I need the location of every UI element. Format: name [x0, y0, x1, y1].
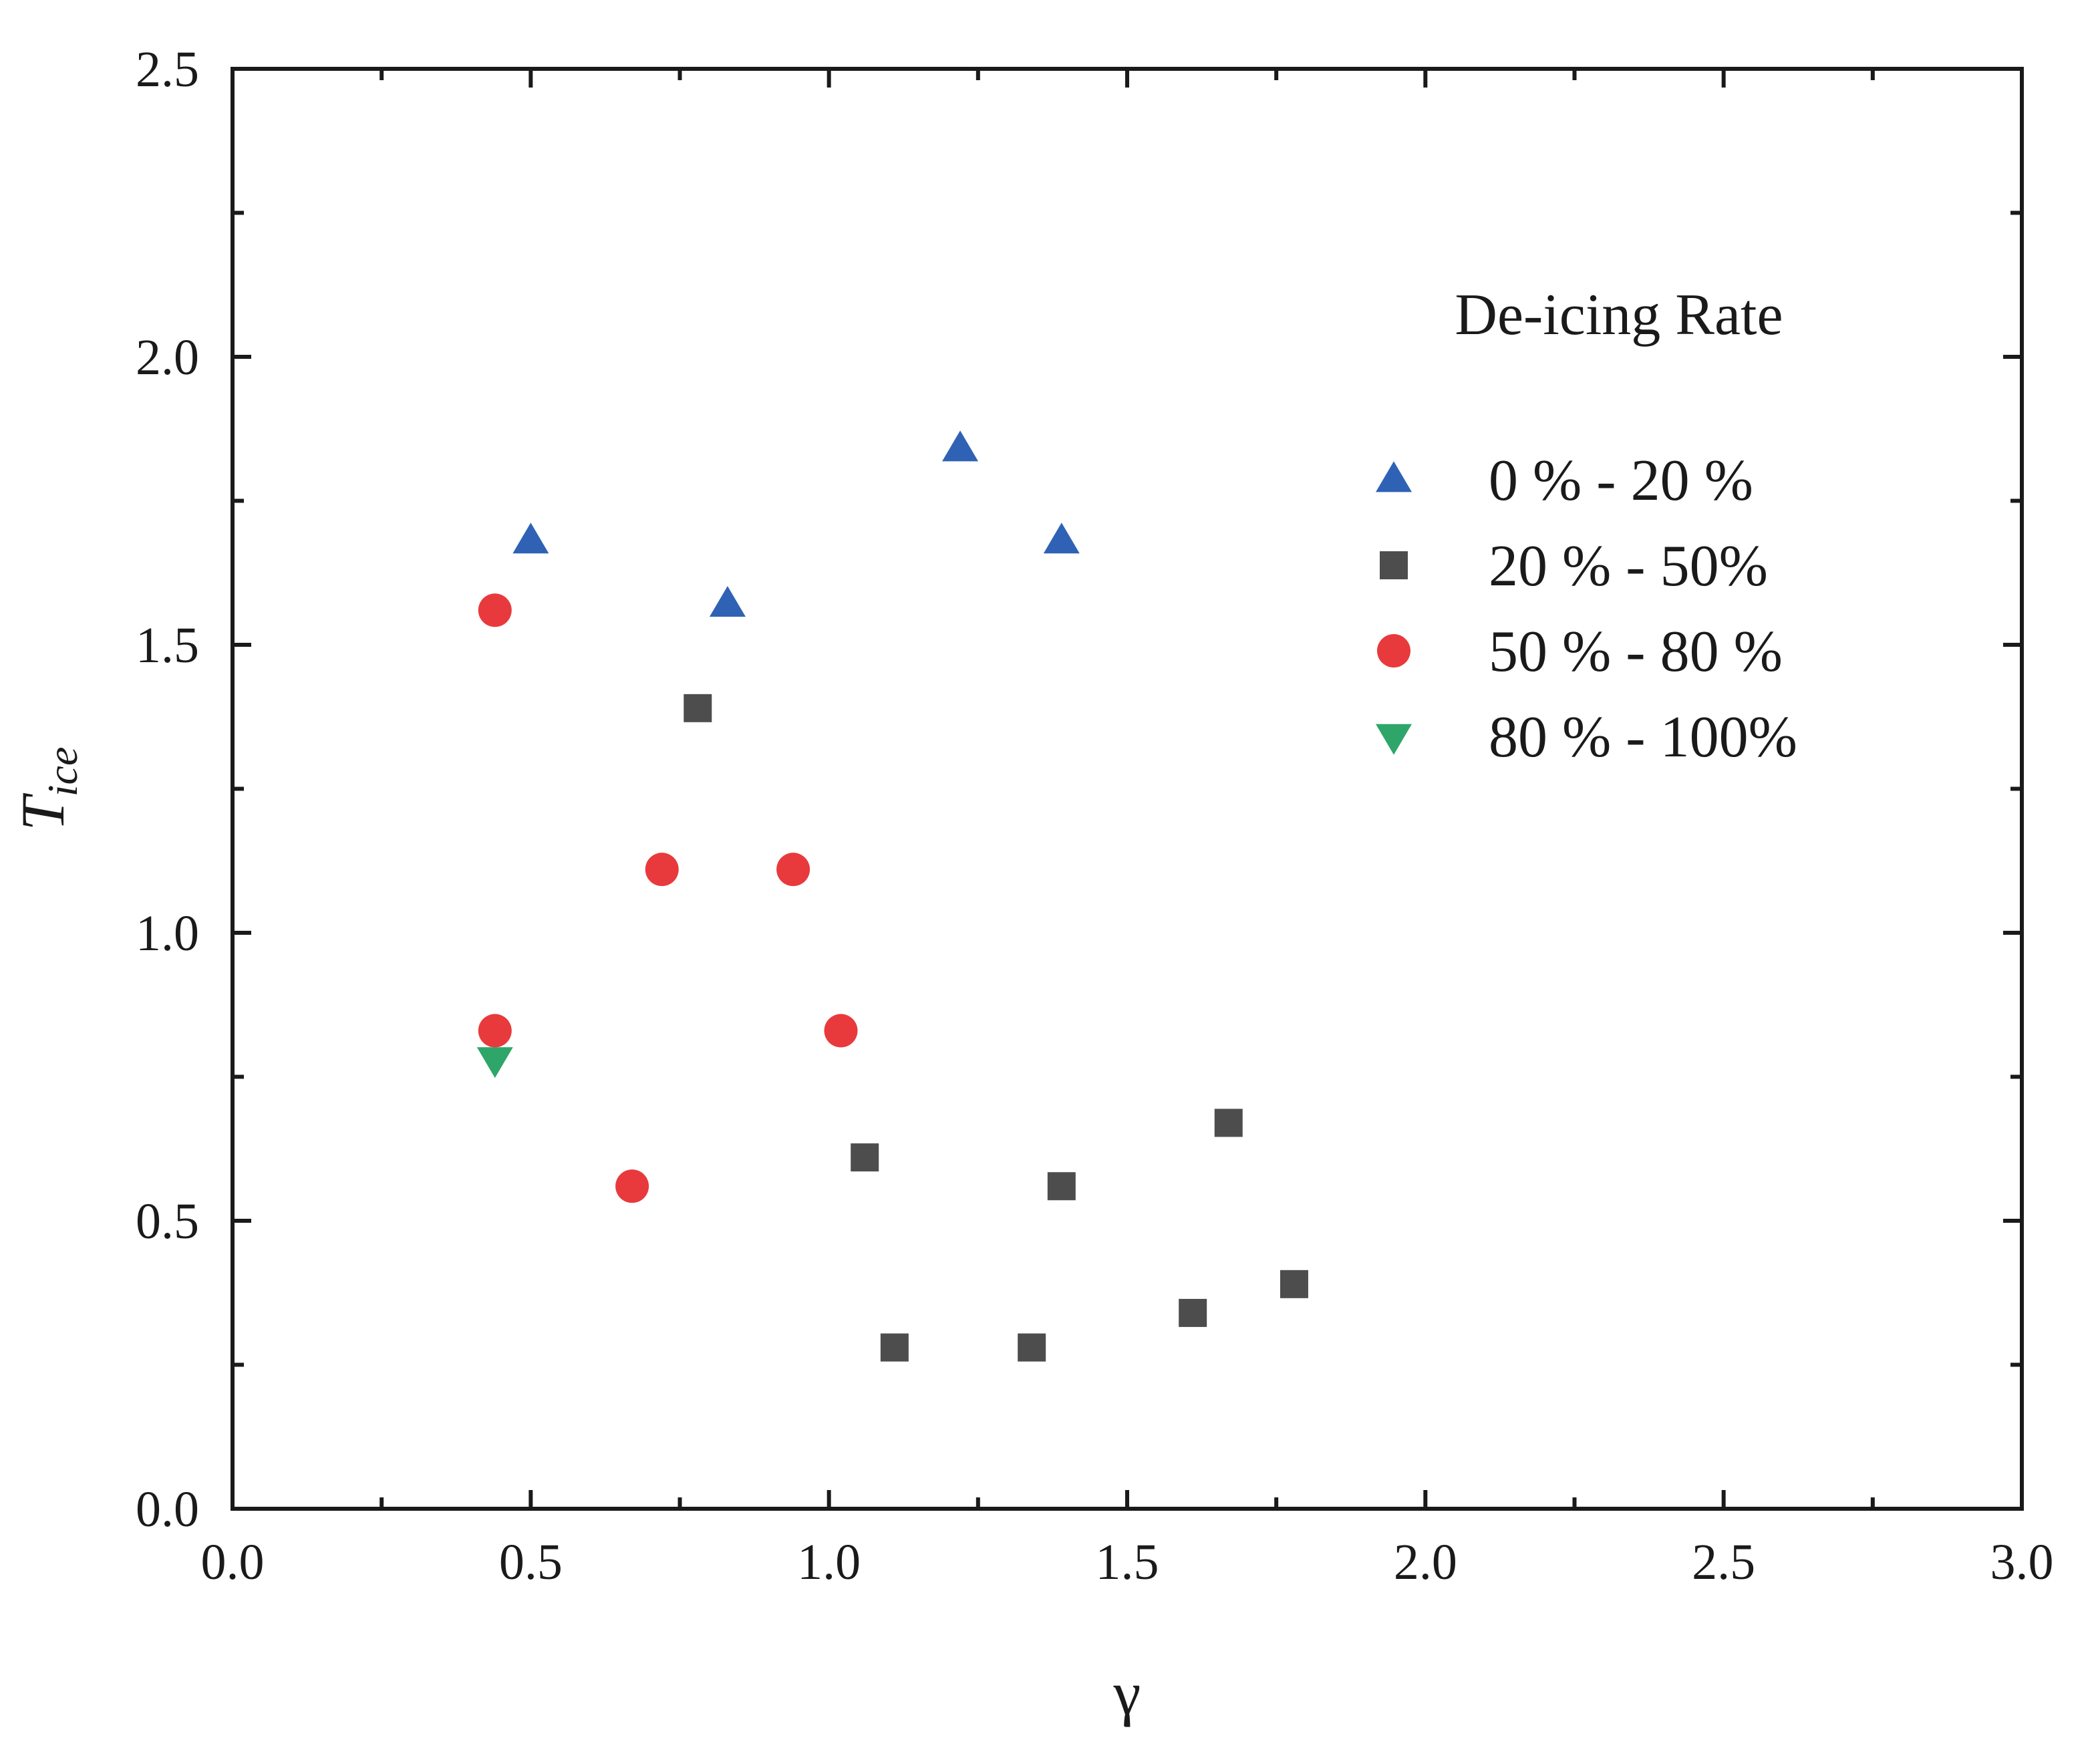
legend-label: 80 % - 100%	[1489, 705, 1797, 770]
legend-item: 50 % - 80 %	[1377, 619, 1783, 684]
data-point	[1214, 1109, 1243, 1137]
x-tick-label: 1.0	[797, 1534, 861, 1590]
x-tick-label: 0.5	[499, 1534, 563, 1590]
data-point	[776, 853, 810, 887]
data-point	[1018, 1333, 1046, 1362]
data-point	[880, 1333, 909, 1362]
legend-marker	[1377, 634, 1410, 668]
y-tick-label: 0.0	[136, 1481, 199, 1537]
legend-marker	[1376, 461, 1412, 492]
x-tick-label: 2.5	[1692, 1534, 1755, 1590]
x-tick-label: 0.0	[201, 1534, 265, 1590]
series-1	[512, 430, 1080, 617]
y-tick-label: 2.5	[136, 41, 199, 98]
data-point	[684, 694, 712, 722]
data-point	[478, 593, 512, 627]
data-point	[851, 1143, 879, 1172]
legend-item: 0 % - 20 %	[1376, 448, 1753, 513]
data-point	[1280, 1270, 1308, 1298]
series-2	[684, 694, 1308, 1362]
x-tick-label: 3.0	[1990, 1534, 2054, 1590]
legend-title: De-icing Rate	[1455, 283, 1783, 347]
legend-marker	[1380, 551, 1408, 579]
x-axis-title: γ	[1113, 1659, 1141, 1727]
data-point	[645, 853, 679, 887]
legend: De-icing Rate 0 % - 20 % 20 % - 50% 50 % -…	[1376, 283, 1797, 770]
x-tick-label: 1.5	[1096, 1534, 1159, 1590]
y-tick-label: 1.5	[136, 617, 199, 674]
y-tick-label: 1.0	[136, 905, 199, 962]
data-point	[942, 430, 979, 462]
y-axis-title-subscript: ice	[39, 747, 86, 797]
axis-tick-labels: 0.0 0.5 1.0 1.5 2.0 2.5 3.0 0.0 0.5 1.0 1.5 2.0 2.5	[136, 41, 2054, 1590]
data-point	[615, 1169, 649, 1203]
data-point	[476, 1047, 513, 1078]
y-axis-title-main: T	[9, 792, 77, 831]
data-point	[478, 1014, 512, 1048]
legend-label: 20 % - 50%	[1489, 534, 1768, 599]
data-point	[512, 523, 549, 554]
legend-label: 50 % - 80 %	[1489, 619, 1783, 684]
legend-item: 20 % - 50%	[1380, 534, 1768, 599]
legend-marker	[1376, 724, 1412, 755]
data-point	[824, 1014, 858, 1048]
x-tick-label: 2.0	[1394, 1534, 1457, 1590]
series-4	[476, 1047, 513, 1078]
y-tick-label: 2.0	[136, 329, 199, 386]
data-point	[709, 586, 746, 617]
legend-item: 80 % - 100%	[1376, 705, 1797, 770]
axis-ticks	[231, 67, 2024, 1511]
data-point	[1043, 523, 1080, 554]
data-point	[1179, 1298, 1207, 1327]
data-markers	[476, 430, 1308, 1362]
data-point	[1047, 1172, 1076, 1201]
y-axis-title: Tice	[9, 747, 86, 831]
y-tick-label: 0.5	[136, 1193, 199, 1250]
legend-label: 0 % - 20 %	[1489, 448, 1753, 513]
series-3	[478, 593, 858, 1203]
